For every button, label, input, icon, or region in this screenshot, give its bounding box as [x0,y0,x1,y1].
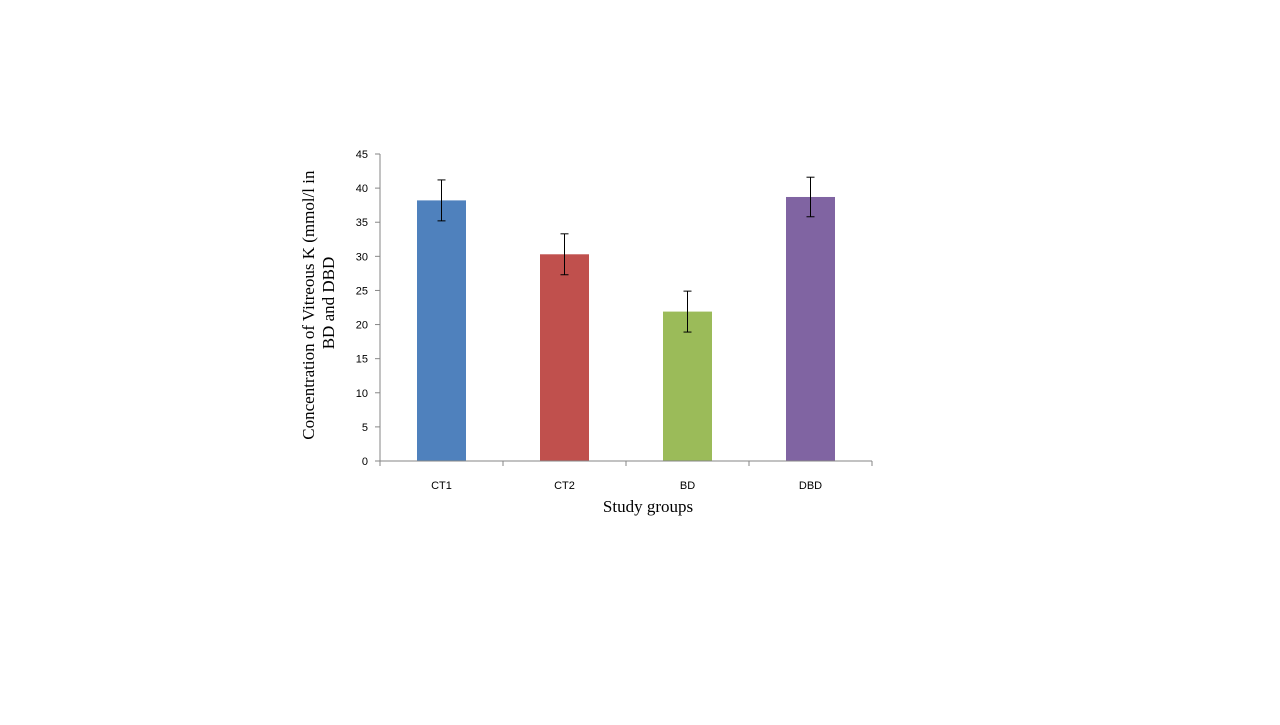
x-axis-title: Study groups [603,497,693,516]
bar-dbd [786,196,835,462]
y-tick-label: 10 [356,388,368,400]
error-bar-bd [683,290,692,333]
y-tick-label: 25 [356,285,368,297]
y-tick-label: 5 [362,422,368,434]
error-bar-ct1 [437,179,446,222]
error-bars-layer [437,176,815,333]
y-ticks: 0 5 10 15 20 25 30 35 40 45 [356,149,380,468]
y-axis-title: Concentration of Vitreous K (mmol/l in B… [299,166,338,439]
y-axis-title-line-2: BD and DBD [319,257,338,350]
bar-ct2 [540,254,589,461]
x-tick-label: BD [680,480,695,492]
x-tick-label: DBD [799,480,822,492]
error-bar-dbd [806,176,815,218]
x-ticks: CT1 CT2 BD DBD [379,461,873,492]
y-tick-label: 45 [356,149,368,161]
y-tick-label: 0 [362,456,368,468]
y-axis-title-line-1: Concentration of Vitreous K (mmol/l in [299,170,318,440]
bar-ct1 [417,200,466,461]
y-tick-label: 40 [356,183,368,195]
y-tick-label: 30 [356,251,368,263]
y-tick-label: 15 [356,354,368,366]
y-tick-label: 20 [356,320,368,332]
bars-layer [417,196,835,462]
bar-bd [663,311,712,461]
x-tick-label: CT2 [554,480,575,492]
y-tick-label: 35 [356,217,368,229]
x-tick-label: CT1 [431,480,452,492]
error-bar-ct2 [560,233,569,276]
